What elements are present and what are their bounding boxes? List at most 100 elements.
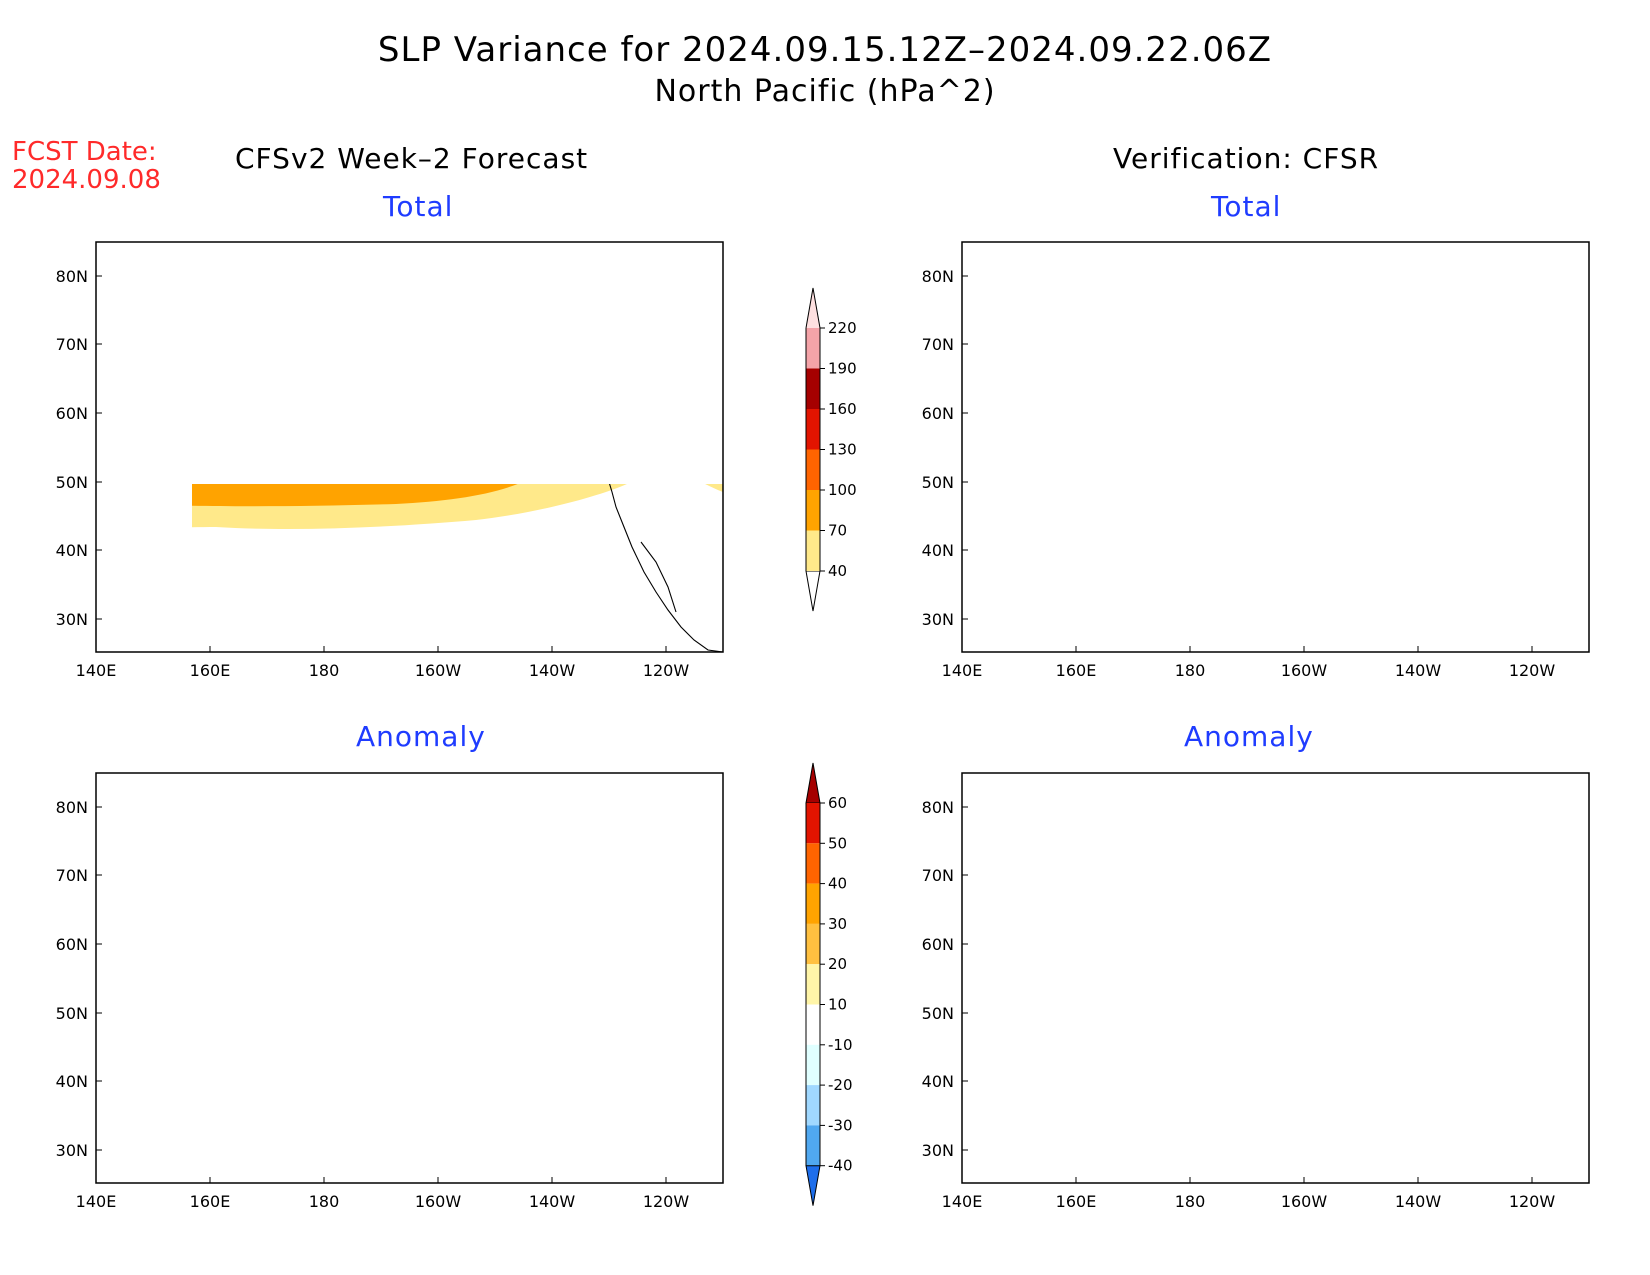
forecast-column-title: CFSv2 Week–2 Forecast — [235, 142, 589, 175]
axis-labels: 140E 160E 180 160W 140W 120W 30N 40N 50N 60N 70N 80… — [56, 267, 1556, 1211]
lat-tick-label: 40N — [56, 541, 88, 560]
colorbar-total-label: 100 — [828, 481, 857, 499]
lat-tick-label: 50N — [922, 1004, 954, 1023]
colorbar-anomaly-label: 20 — [828, 955, 847, 973]
lon-tick-label: 160W — [1281, 661, 1328, 680]
lat-tick-label: 80N — [922, 267, 954, 286]
lat-tick-label: 50N — [922, 473, 954, 492]
colorbar-anomaly-swatch — [806, 1125, 820, 1166]
subtitle: North Pacific (hPa^2) — [654, 74, 996, 109]
colorbar-total-label: 40 — [828, 562, 847, 580]
lat-tick-label: 30N — [56, 1141, 88, 1160]
lat-tick-label: 70N — [56, 866, 88, 885]
lon-tick-label: 140E — [76, 1192, 117, 1211]
lat-tick-label: 40N — [922, 1072, 954, 1091]
lon-tick-label: 160E — [1056, 1192, 1097, 1211]
lon-tick-label: 140E — [942, 661, 983, 680]
lon-tick-label: 180 — [1175, 661, 1206, 680]
lon-tick-label: 140W — [1395, 1192, 1442, 1211]
lat-tick-label: 60N — [56, 404, 88, 423]
colorbar-total-swatch — [806, 490, 820, 531]
lon-tick-label: 120W — [643, 1192, 690, 1211]
lon-tick-label: 120W — [1509, 661, 1556, 680]
lat-tick-label: 80N — [922, 798, 954, 817]
colorbar-anomaly-label: 50 — [828, 834, 847, 852]
lon-tick-label: 160E — [1056, 661, 1097, 680]
lat-tick-label: 30N — [922, 610, 954, 629]
verification-column-title: Verification: CFSR — [1113, 142, 1380, 175]
colorbar-total-label: 160 — [828, 400, 857, 418]
lon-tick-label: 120W — [1509, 1192, 1556, 1211]
colorbar-total-label: 220 — [828, 319, 857, 337]
colorbar-anomaly-label: 30 — [828, 915, 847, 933]
lat-tick-label: 40N — [922, 541, 954, 560]
lat-tick-label: 80N — [56, 267, 88, 286]
colorbar-anomaly-label: 40 — [828, 875, 847, 893]
fcst-date-value: 2024.09.08 — [12, 165, 161, 195]
lat-tick-label: 70N — [56, 335, 88, 354]
lat-tick-label: 40N — [56, 1072, 88, 1091]
colorbars: 40 70 100 130 160 190 220 60 50 40 30 20 10 -10 -20 -30… — [805, 287, 857, 1206]
lon-tick-label: 160W — [1281, 1192, 1328, 1211]
colorbar-anomaly-swatch — [806, 1085, 820, 1126]
colorbar-total-lower-arrow — [805, 570, 821, 612]
colorbar-total-label: 70 — [828, 522, 847, 540]
colorbar-anomaly-swatch — [806, 883, 820, 924]
lon-tick-label: 140W — [1395, 661, 1442, 680]
lon-tick-label: 180 — [1175, 1192, 1206, 1211]
lon-tick-label: 140E — [942, 1192, 983, 1211]
forecast-anomaly-title: Anomaly — [356, 720, 486, 753]
lon-tick-label: 140W — [529, 661, 576, 680]
lon-tick-label: 140E — [76, 661, 117, 680]
lat-tick-label: 50N — [56, 1004, 88, 1023]
fcst-date-label: FCST Date: — [12, 137, 157, 167]
colorbar-total-swatch — [806, 368, 820, 409]
lon-tick-label: 160W — [415, 1192, 462, 1211]
lat-tick-label: 30N — [56, 610, 88, 629]
lat-tick-label: 30N — [922, 1141, 954, 1160]
colorbar-total-label: 190 — [828, 360, 857, 378]
colorbar-anomaly-lower-arrow — [805, 1165, 821, 1206]
colorbar-anomaly-upper-arrow — [805, 762, 821, 804]
colorbar-anomaly-label: 60 — [828, 794, 847, 812]
colorbar-anomaly-swatch — [806, 923, 820, 965]
colorbar-total-label: 130 — [828, 441, 857, 459]
colorbar-anomaly-swatch — [806, 964, 820, 1005]
verification-total-map — [961, 241, 1590, 653]
lon-tick-label: 160E — [190, 1192, 231, 1211]
colorbar-anomaly-swatch — [806, 843, 820, 884]
forecast-anomaly-map — [95, 772, 724, 1184]
colorbar-anomaly-label: -20 — [828, 1076, 853, 1094]
lon-tick-label: 160W — [415, 661, 462, 680]
lon-tick-label: 160E — [190, 661, 231, 680]
forecast-total-map — [95, 241, 724, 653]
colorbar-anomaly-label: 10 — [828, 996, 847, 1014]
lat-tick-label: 70N — [922, 866, 954, 885]
lat-tick-label: 60N — [922, 935, 954, 954]
colorbar-total-swatch — [806, 449, 820, 490]
colorbar-anomaly-label: -40 — [828, 1157, 853, 1175]
colorbar-anomaly-swatch — [806, 803, 820, 844]
lat-tick-label: 70N — [922, 335, 954, 354]
lon-tick-label: 120W — [643, 661, 690, 680]
colorbar-total-swatch — [806, 409, 820, 450]
colorbar-total-swatch — [806, 328, 820, 369]
colorbar-total-upper-arrow — [806, 288, 820, 328]
colorbar-anomaly-swatch — [806, 1004, 820, 1045]
lat-tick-label: 60N — [56, 935, 88, 954]
verification-anomaly-title: Anomaly — [1184, 720, 1314, 753]
fcst-date: FCST Date: 2024.09.08 — [12, 138, 161, 194]
colorbar-anomaly-label: -30 — [828, 1116, 853, 1134]
lat-tick-label: 60N — [922, 404, 954, 423]
lat-tick-label: 50N — [56, 473, 88, 492]
colorbar-anomaly-label: -10 — [828, 1036, 853, 1054]
lon-tick-label: 180 — [309, 661, 340, 680]
lon-tick-label: 140W — [529, 1192, 576, 1211]
lat-tick-label: 80N — [56, 798, 88, 817]
verification-total-title: Total — [1211, 190, 1282, 223]
forecast-total-title: Total — [383, 190, 454, 223]
colorbar-anomaly-swatch — [806, 1044, 820, 1086]
lon-tick-label: 180 — [309, 1192, 340, 1211]
main-title: SLP Variance for 2024.09.15.12Z–2024.09.… — [377, 30, 1273, 70]
